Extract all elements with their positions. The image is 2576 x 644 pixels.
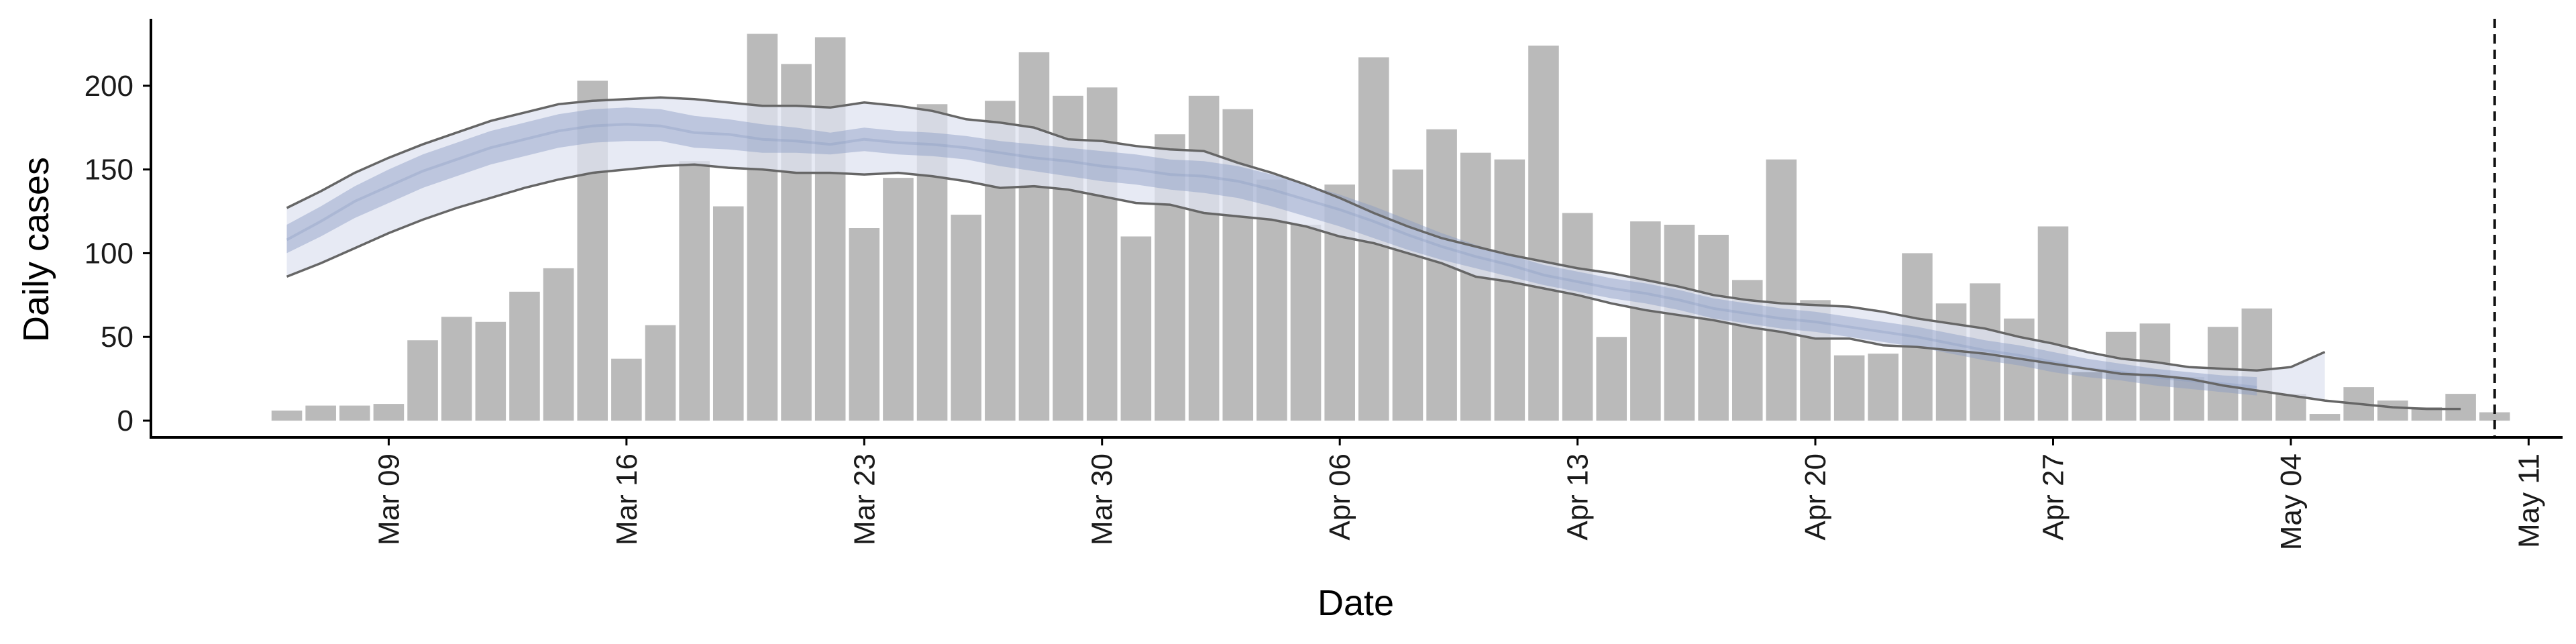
bar-day-66 [2479,412,2510,421]
bar-day-18 [849,228,880,421]
bar-day-19 [883,178,914,421]
bar-day-1 [271,411,303,421]
bar-day-40 [1596,337,1627,421]
bar-day-31 [1290,225,1322,421]
bar-day-35 [1426,129,1457,421]
bar-day-61 [2309,414,2341,421]
y-tick-label-150: 150 [85,154,133,186]
x-tick-label-apr-27: Apr 27 [2037,453,2070,541]
bar-day-57 [2174,377,2204,421]
bar-day-47 [1833,355,1865,421]
x-tick-label-apr-06: Apr 06 [1324,453,1356,541]
bar-day-13 [679,161,710,421]
bar-day-59 [2241,308,2273,421]
inner-uncertainty-band [286,107,2257,396]
bar-day-28 [1188,95,1220,421]
bar-day-64 [2411,407,2443,421]
x-tick-label-mar-09: Mar 09 [372,453,405,545]
upper-bound-line [286,96,2326,372]
bar-day-15 [747,34,778,421]
lower-bound-line [286,163,2461,411]
bar-day-55 [2105,331,2137,421]
bar-day-7 [475,321,506,421]
bar-day-60 [2275,394,2306,421]
y-tick-label-0: 0 [117,405,133,437]
bar-day-9 [543,268,574,421]
bar-day-17 [814,37,846,421]
x-axis-title: Date [1318,583,1394,623]
bar-day-21 [951,215,981,421]
bar-day-53 [2037,226,2069,421]
x-tick-label-may-04: May 04 [2275,453,2308,550]
bar-day-36 [1460,152,1491,421]
bar-day-6 [441,317,472,421]
bar-day-2 [305,405,336,421]
x-tick-label-apr-13: Apr 13 [1562,453,1595,541]
forecast-bands-layer [286,96,2461,411]
bar-day-54 [2072,372,2102,421]
x-tick-label-mar-30: Mar 30 [1086,453,1119,545]
x-tick-label-may-11: May 11 [2512,453,2545,548]
bar-day-65 [2445,394,2476,421]
bar-day-11 [611,358,642,421]
bar-day-45 [1766,159,1797,421]
bar-day-3 [339,405,370,421]
x-tick-label-apr-20: Apr 20 [1799,453,1832,541]
bar-day-23 [1018,52,1050,421]
bar-day-8 [509,291,540,421]
median-line [286,123,2257,389]
bar-day-42 [1664,225,1695,421]
axes-layer: 0 50 100 150 200 Mar 09 Mar 16 Mar 23 Mar 30 Apr … [85,19,2563,550]
x-tick-label-mar-16: Mar 16 [610,453,643,545]
bar-day-37 [1494,159,1525,421]
bar-day-38 [1528,45,1559,421]
outer-uncertainty-band [286,97,2325,401]
y-tick-label-100: 100 [85,237,133,270]
x-tick-label-mar-23: Mar 23 [848,453,881,545]
bar-day-39 [1562,213,1593,421]
bar-day-43 [1698,234,1729,421]
bar-day-14 [712,206,744,421]
bar-day-34 [1392,169,1424,421]
y-tick-label-200: 200 [85,70,133,103]
bar-day-26 [1120,236,1152,421]
bar-day-41 [1630,221,1661,421]
y-tick-label-50: 50 [101,321,133,354]
y-axis-title: Daily cases [16,157,56,342]
bar-day-48 [1868,354,1899,421]
bar-day-4 [373,404,405,421]
bar-day-12 [645,325,676,421]
bar-day-63 [2377,400,2408,421]
bar-day-5 [407,340,438,421]
bar-day-25 [1086,87,1118,421]
bar-day-29 [1222,109,1254,421]
